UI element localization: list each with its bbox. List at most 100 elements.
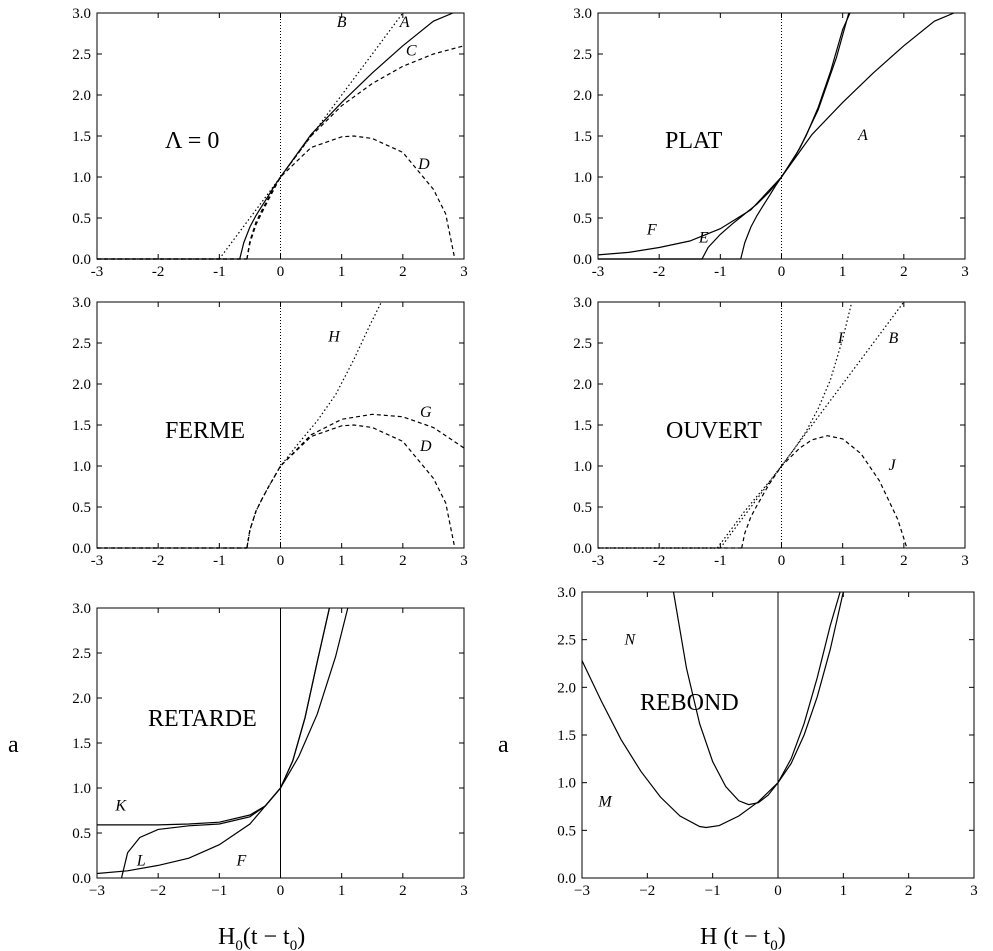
panel-title: Λ = 0 — [165, 128, 219, 154]
x-tick-label: 1 — [839, 553, 847, 569]
x-tick-label: 2 — [905, 883, 913, 899]
curve-label-i: I — [837, 330, 844, 347]
series-line-f — [97, 608, 349, 875]
y-tick-label: 0.0 — [557, 871, 576, 887]
y-axis-label: a — [8, 732, 19, 758]
series-line-e — [701, 13, 851, 259]
x-tick-label: 3 — [961, 264, 969, 280]
x-tick-label: −1 — [705, 883, 721, 899]
curve-label-k: K — [114, 798, 127, 815]
x-tick-label: −1 — [211, 883, 227, 899]
x-tick-label: -3 — [91, 264, 104, 280]
y-axis-label: a — [498, 732, 509, 758]
y-tick-label: 0.5 — [72, 826, 91, 842]
y-tick-label: 3.0 — [72, 601, 91, 617]
y-tick-label: 1.5 — [72, 736, 91, 752]
x-axis-label: H0(t − t0) — [218, 924, 305, 951]
series-line-b — [719, 302, 905, 548]
x-tick-label: -3 — [91, 553, 104, 569]
y-tick-label: 1.5 — [72, 418, 91, 434]
curve-label-f: F — [235, 852, 246, 869]
curve-labels: NM — [597, 631, 636, 810]
y-tick-label: 0.0 — [72, 871, 91, 887]
curve-label-h: H — [327, 328, 341, 345]
panel-rebond: −3 −2 −1 0 1 2 30.00.51.01.52.02.53.0 NM REBON… — [498, 585, 978, 951]
y-tick-label: 1.0 — [72, 781, 91, 797]
curve-label-l: L — [136, 852, 146, 869]
tick-group: −3 −2 −1 0 1 2 3 0.0 0.5 1.0 1.5 2.0 2.5 3.0 — [72, 601, 468, 899]
series-line-a — [740, 13, 955, 259]
tick-group: -3 -2 -1 0 1 2 3 0.0 0.5 1.0 1.5 2.0 2.5 3.0 — [72, 6, 468, 280]
curve-labels: K L F — [114, 798, 246, 870]
series-line-f — [598, 13, 850, 256]
x-tick-label: −2 — [639, 883, 655, 899]
series-line-c — [246, 45, 464, 259]
x-tick-label: -2 — [152, 264, 165, 280]
curves — [598, 13, 955, 260]
y-tick-label: 3.0 — [72, 295, 91, 311]
curve-labels: I B J — [837, 330, 899, 474]
curves — [582, 592, 844, 829]
x-tick-label: 2 — [900, 553, 908, 569]
x-axis-label: H (t − t0) — [700, 924, 786, 951]
x-tick-label: −3 — [574, 883, 590, 899]
series-line-d — [246, 135, 456, 259]
x-tick-label: -3 — [592, 264, 605, 280]
y-tick-label: 2.0 — [72, 377, 91, 393]
y-tick-label: 2.0 — [72, 88, 91, 104]
curve-label-b: B — [337, 14, 347, 31]
series-line-l — [120, 608, 330, 878]
curve-label-b: B — [889, 330, 899, 347]
x-tick-label: 1 — [839, 264, 847, 280]
curve-label-a: A — [399, 14, 410, 31]
y-tick-label: 2.0 — [557, 680, 576, 696]
tick-group: -3 -2 -1 0 1 2 3 0.0 0.5 1.0 1.5 2.0 2.5 3.0 — [72, 295, 468, 569]
y-tick-label: 1.5 — [72, 129, 91, 145]
curve-labels: B AC D — [337, 14, 430, 173]
y-tick-label: 2.0 — [573, 88, 592, 104]
y-tick-label: 0.5 — [72, 211, 91, 227]
series-line-g — [246, 413, 464, 548]
x-tick-label: 3 — [460, 553, 468, 569]
y-tick-label: 3.0 — [557, 585, 576, 601]
x-tick-label: -1 — [714, 553, 727, 569]
curve-label-c: C — [406, 43, 417, 60]
tick-group: −3 −2 −1 0 1 2 3 0.0 0.5 1.0 1.5 2.0 2.5 3.0 — [557, 585, 978, 899]
x-tick-label: 2 — [900, 264, 908, 280]
series-line-m — [582, 592, 844, 829]
y-tick-label: 1.5 — [573, 129, 592, 145]
curve-labels: A E F — [646, 127, 868, 247]
y-tick-label: 0.0 — [573, 541, 592, 557]
panel-title: FERME — [165, 418, 245, 444]
x-tick-label: -1 — [213, 553, 226, 569]
y-tick-label: 0.5 — [557, 823, 576, 839]
y-tick-label: 0.0 — [72, 252, 91, 268]
panel-title: PLAT — [665, 128, 723, 154]
y-tick-label: 1.0 — [573, 170, 592, 186]
x-tick-label: 0 — [277, 264, 285, 280]
y-tick-label: 2.5 — [72, 47, 91, 63]
curve-label-j: J — [889, 457, 897, 474]
x-tick-label: -2 — [152, 553, 165, 569]
x-tick-label: -1 — [714, 264, 727, 280]
curves — [97, 302, 464, 549]
y-tick-label: 1.5 — [573, 418, 592, 434]
series-line-j — [741, 435, 908, 548]
curves — [97, 608, 349, 878]
curves — [598, 302, 908, 549]
panel-plat: -3 -2 -1 0 1 2 3 0.0 0.5 1.0 1.5 2.0 2.5 3.0 A E F PLAT — [573, 6, 969, 280]
x-tick-label: −2 — [150, 883, 166, 899]
y-tick-label: 0.0 — [573, 252, 592, 268]
y-tick-label: 2.5 — [573, 336, 592, 352]
panel-title: OUVERT — [666, 418, 762, 444]
tick-group: -3 -2 -1 0 1 2 3 0.0 0.5 1.0 1.5 2.0 2.5 3.0 — [573, 295, 969, 569]
x-tick-label: 0 — [277, 883, 285, 899]
x-tick-label: 1 — [338, 553, 346, 569]
curve-label-d: D — [419, 438, 432, 455]
curve-label-n: N — [623, 631, 636, 648]
curve-label-e: E — [698, 230, 709, 247]
panel-ferme: -3 -2 -1 0 1 2 3 0.0 0.5 1.0 1.5 2.0 2.5 3.0 H GD FERM… — [72, 295, 468, 569]
x-tick-label: 0 — [277, 553, 285, 569]
y-tick-label: 1.0 — [557, 776, 576, 792]
